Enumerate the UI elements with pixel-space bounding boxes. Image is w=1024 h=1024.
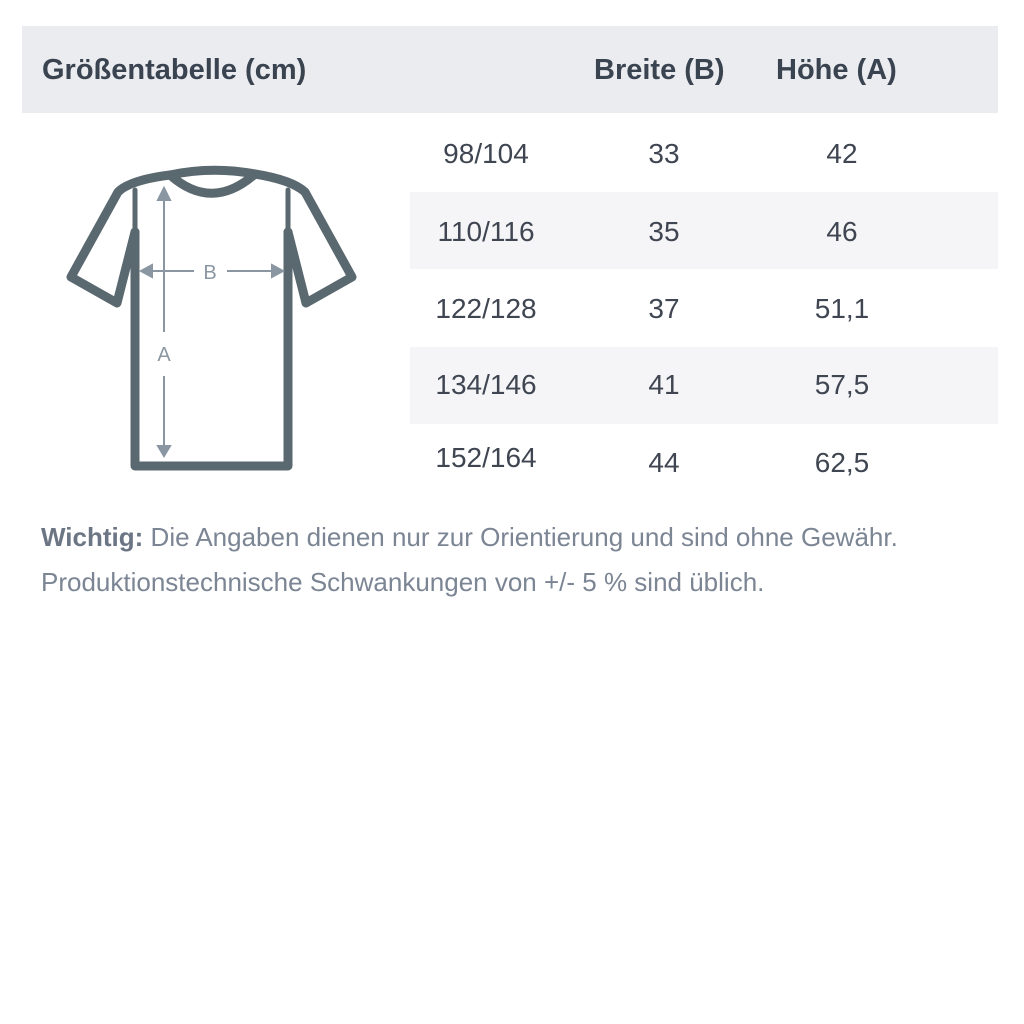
- table-row: 152/164 44 62,5: [410, 425, 998, 502]
- note-label: Wichtig:: [41, 522, 144, 552]
- column-header-height: Höhe (A): [776, 54, 897, 86]
- note-line-1: Die Angaben dienen nur zur Orientierung …: [143, 522, 898, 552]
- size-cell: 110/116: [437, 216, 535, 247]
- table-row: 134/146 41 57,5: [410, 347, 998, 424]
- column-header-width: Breite (B): [594, 54, 725, 86]
- table-title: Größentabelle (cm): [42, 54, 307, 86]
- width-label: B: [203, 262, 216, 284]
- height-cell: 42: [826, 138, 858, 169]
- t-shirt-icon: B A: [66, 165, 357, 471]
- size-cell: 134/146: [435, 369, 537, 400]
- width-cell: 35: [648, 216, 680, 247]
- height-cell: 46: [826, 216, 858, 247]
- table-header: Größentabelle (cm) Breite (B) Höhe (A): [22, 26, 998, 113]
- width-cell: 44: [648, 447, 680, 478]
- size-cell: 98/104: [443, 138, 529, 169]
- size-cell: 122/128: [435, 293, 537, 324]
- size-cell: 152/164: [435, 442, 537, 473]
- note-line-2: Produktionstechnische Schwankungen von +…: [41, 567, 765, 597]
- table-row: 110/116 35 46: [410, 192, 998, 269]
- height-label: A: [157, 344, 171, 366]
- table-row: 98/104 33 42: [410, 114, 998, 191]
- height-cell: 51,1: [814, 293, 870, 324]
- width-cell: 37: [648, 293, 680, 324]
- table-row: 122/128 37 51,1: [410, 270, 998, 347]
- width-cell: 33: [648, 138, 680, 169]
- height-cell: 62,5: [814, 447, 870, 478]
- disclaimer-note: Wichtig: Die Angaben dienen nur zur Orie…: [41, 515, 1001, 605]
- height-cell: 57,5: [814, 369, 870, 400]
- width-cell: 41: [648, 369, 680, 400]
